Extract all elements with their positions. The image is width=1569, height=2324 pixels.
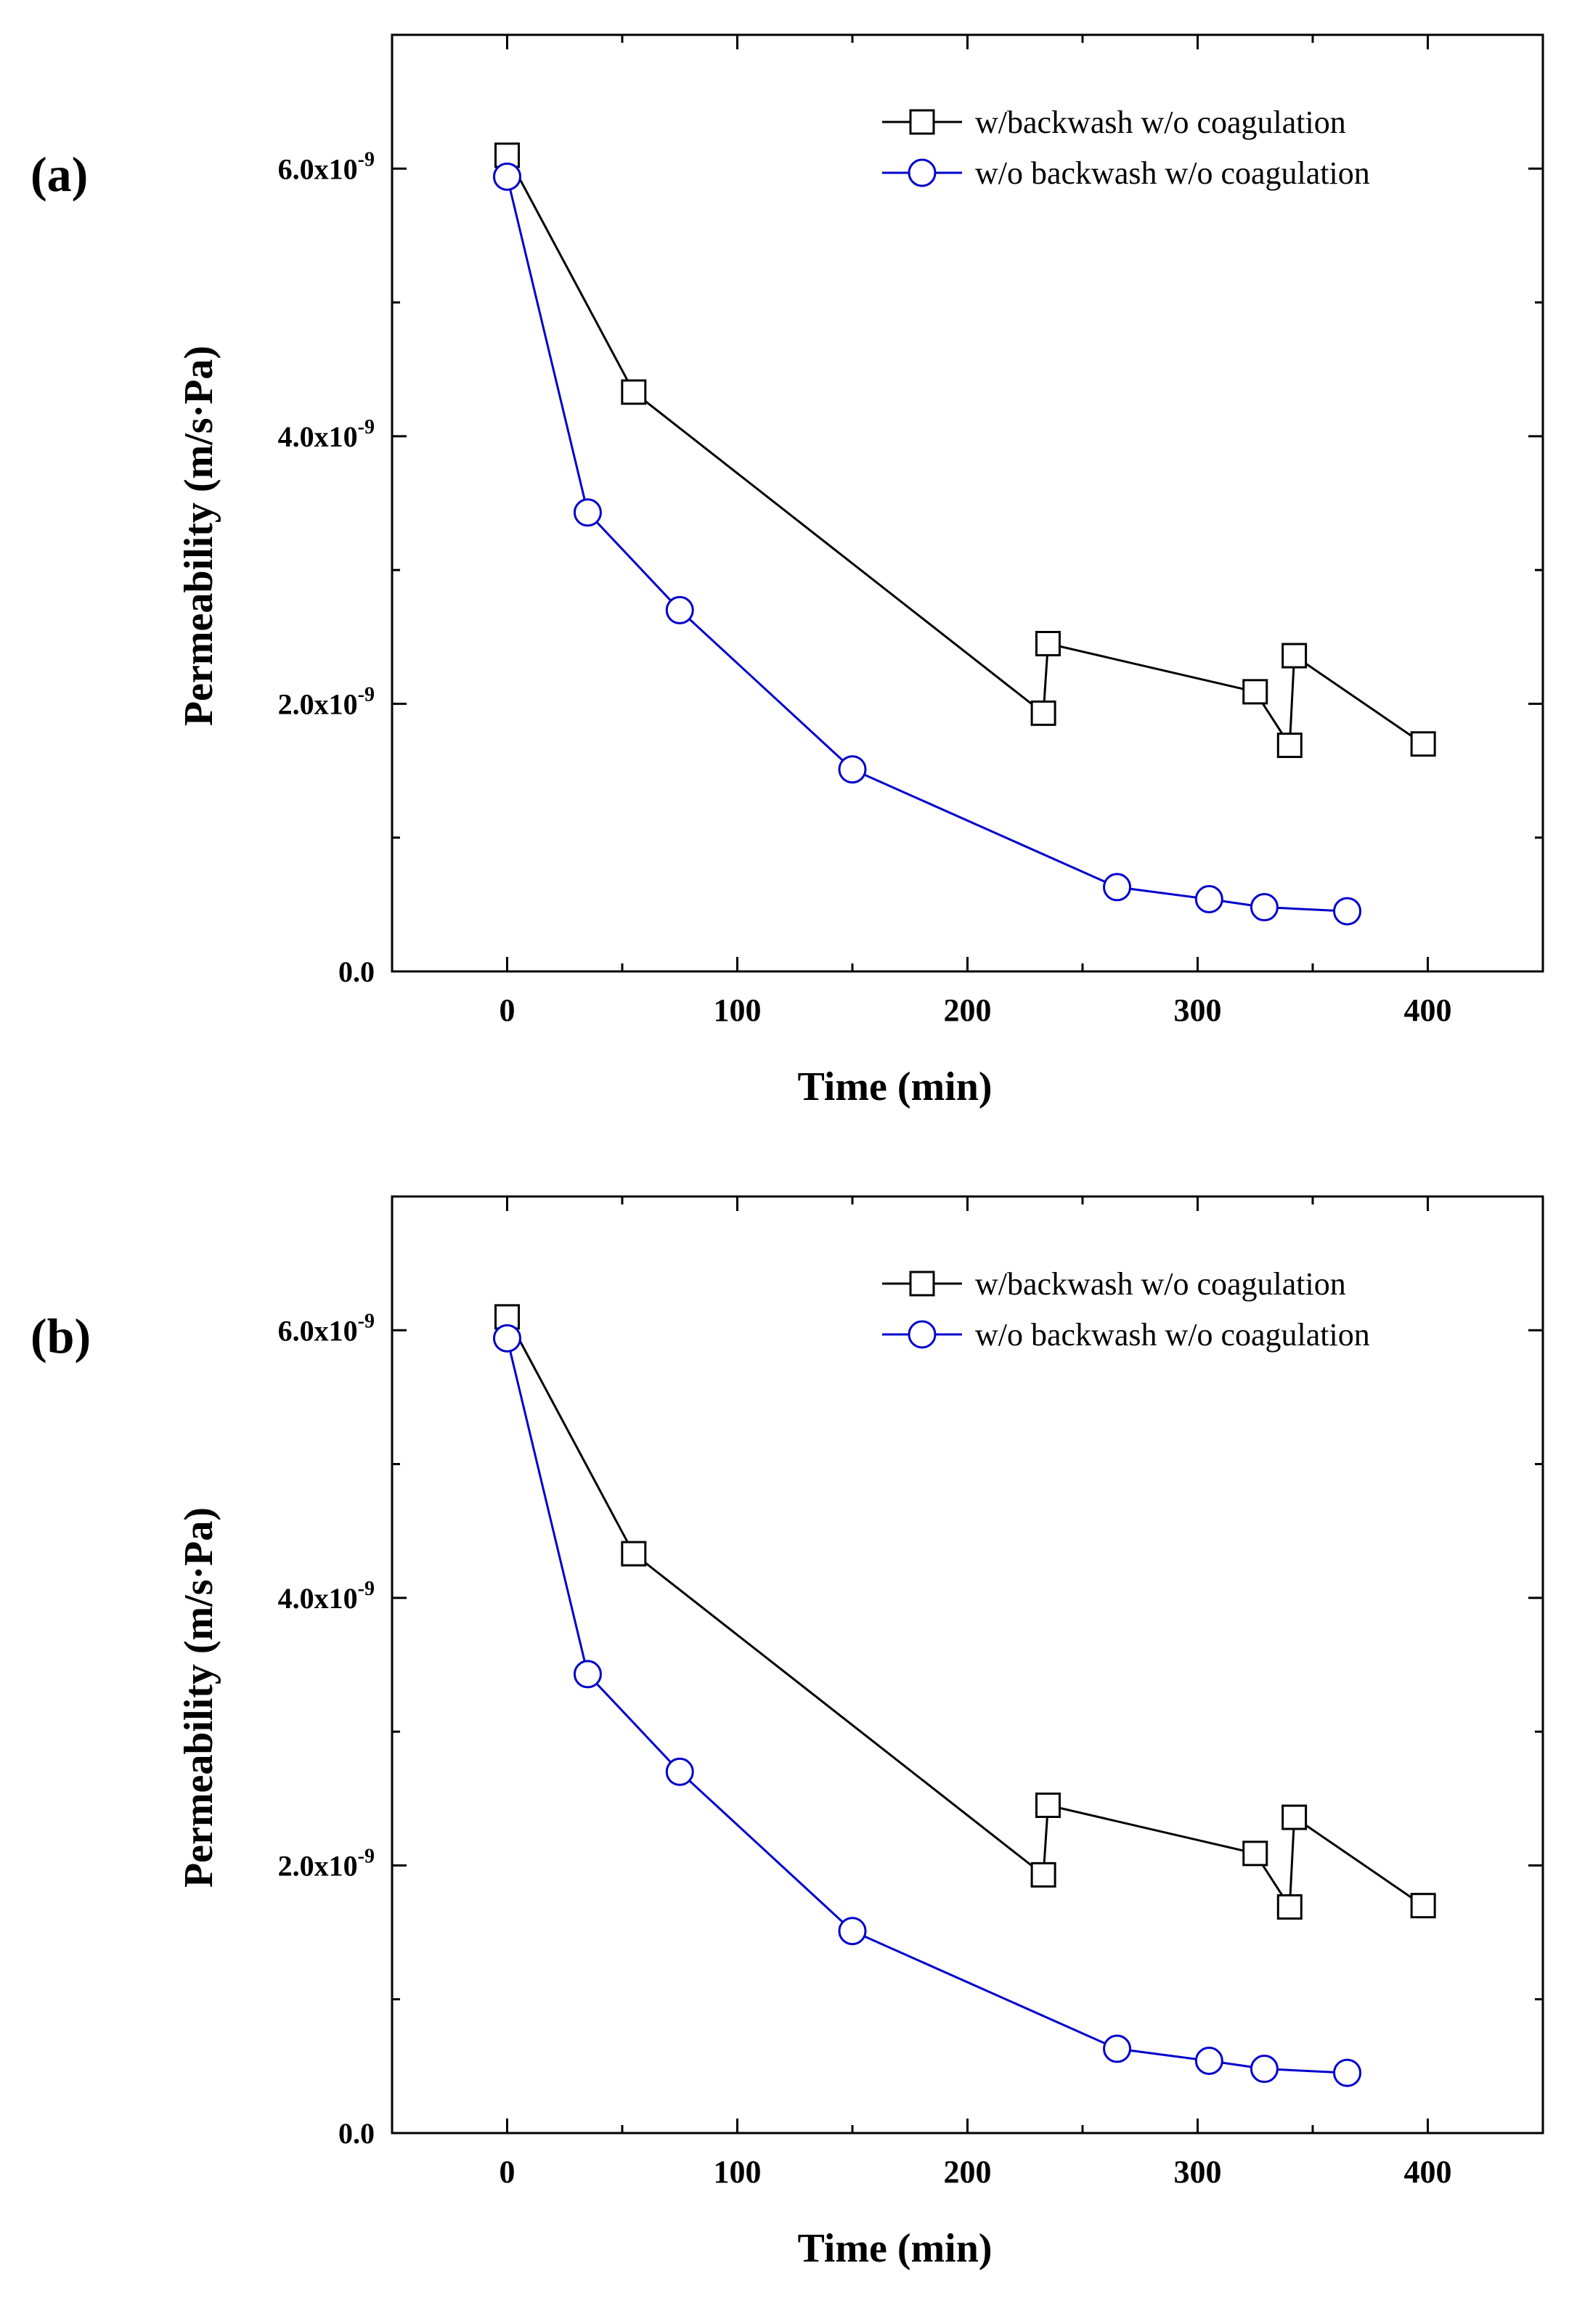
panel-label: (b) bbox=[30, 1308, 91, 1363]
series-line-2 bbox=[506, 176, 1348, 913]
legend-label-2: w/o backwash w/o coagulation bbox=[975, 1317, 1370, 1353]
y-tick-label: 6.0x10-9 bbox=[278, 148, 375, 185]
data-point-square bbox=[1281, 643, 1308, 669]
data-point-square bbox=[1410, 1893, 1436, 1919]
data-point-square bbox=[621, 379, 647, 405]
x-tick-label: 200 bbox=[944, 992, 992, 1028]
chart-panel-a: 0 100 200 300 400 0.0 2.0x10-9 4.0x10-9 6.0x10-9… bbox=[30, 33, 1544, 1109]
data-point-circle bbox=[493, 162, 521, 191]
data-point-square bbox=[1035, 1793, 1061, 1818]
series-line-1 bbox=[506, 155, 1425, 749]
data-point-circle bbox=[1194, 2046, 1223, 2075]
y-tick-label: 2.0x10-9 bbox=[278, 683, 375, 720]
y-axis-label: Permeability (m/s·Pa) bbox=[176, 1507, 221, 1888]
legend-label-1: w/backwash w/o coagulation bbox=[975, 1266, 1346, 1302]
data-point-circle bbox=[665, 1757, 694, 1786]
data-point-square bbox=[1276, 733, 1303, 759]
data-point-circle bbox=[1333, 897, 1362, 926]
data-point-square bbox=[1030, 1862, 1056, 1888]
series-line-2 bbox=[506, 1337, 1348, 2074]
data-point-square bbox=[1281, 1804, 1308, 1830]
legend-label-2: w/o backwash w/o coagulation bbox=[975, 155, 1370, 191]
legend-marker-circle bbox=[908, 158, 937, 187]
y-tick-label: 6.0x10-9 bbox=[278, 1310, 375, 1347]
y-tick-label: 0.0 bbox=[338, 2117, 375, 2150]
chart-panel-b: 0 100 200 300 400 0.0 2.0x10-9 4.0x10-9 6.0x10-9… bbox=[0, 1162, 1569, 2323]
data-point-square bbox=[1276, 1894, 1303, 1920]
x-tick-label: 0 bbox=[500, 2154, 515, 2190]
panel-label: (a) bbox=[30, 147, 88, 202]
data-point-circle bbox=[573, 1660, 602, 1689]
legend-marker-square bbox=[909, 1271, 935, 1297]
data-point-square bbox=[1030, 700, 1056, 726]
data-point-circle bbox=[1250, 2055, 1279, 2084]
data-point-square bbox=[1410, 731, 1436, 757]
data-point-circle bbox=[1333, 2058, 1362, 2087]
data-point-circle bbox=[1103, 2034, 1132, 2063]
data-point-circle bbox=[1250, 893, 1279, 922]
data-point-circle bbox=[493, 1324, 521, 1353]
legend-marker-circle bbox=[908, 1320, 937, 1349]
x-tick-label: 400 bbox=[1404, 992, 1452, 1028]
plot-frame bbox=[391, 33, 1544, 973]
legend-label-1: w/backwash w/o coagulation bbox=[975, 105, 1346, 140]
x-tick-label: 100 bbox=[714, 992, 762, 1028]
data-point-square bbox=[1242, 679, 1268, 705]
data-point-square bbox=[1035, 631, 1061, 656]
y-tick-label: 4.0x10-9 bbox=[278, 1578, 375, 1615]
legend-marker-square bbox=[909, 109, 935, 135]
x-tick-label: 100 bbox=[714, 2154, 762, 2190]
x-axis-label: Time (min) bbox=[797, 1064, 992, 1109]
data-point-square bbox=[1242, 1840, 1268, 1867]
data-point-circle bbox=[573, 498, 602, 527]
y-tick-label: 2.0x10-9 bbox=[278, 1845, 375, 1882]
data-point-circle bbox=[838, 755, 867, 784]
data-point-square bbox=[621, 1541, 647, 1567]
series-line-1 bbox=[506, 1316, 1425, 1911]
y-tick-label: 0.0 bbox=[338, 955, 375, 988]
data-point-circle bbox=[665, 595, 694, 624]
chart-b-svg: 0 100 200 300 400 0.0 2.0x10-9 4.0x10-9 6.0x10-9… bbox=[30, 1195, 1544, 2271]
data-point-circle bbox=[1103, 873, 1132, 902]
x-axis-label: Time (min) bbox=[797, 2226, 992, 2271]
y-axis-label: Permeability (m/s·Pa) bbox=[176, 346, 221, 726]
x-tick-label: 200 bbox=[944, 2154, 992, 2190]
data-point-circle bbox=[838, 1917, 867, 1946]
plot-frame bbox=[391, 1195, 1544, 2135]
x-tick-label: 300 bbox=[1174, 2154, 1222, 2190]
chart-a-svg: 0 100 200 300 400 0.0 2.0x10-9 4.0x10-9 6.0x10-9… bbox=[30, 33, 1544, 1109]
x-tick-label: 400 bbox=[1404, 2154, 1452, 2190]
x-tick-label: 300 bbox=[1174, 992, 1222, 1028]
x-tick-label: 0 bbox=[500, 992, 515, 1028]
data-point-circle bbox=[1194, 884, 1223, 913]
y-tick-label: 4.0x10-9 bbox=[278, 416, 375, 453]
